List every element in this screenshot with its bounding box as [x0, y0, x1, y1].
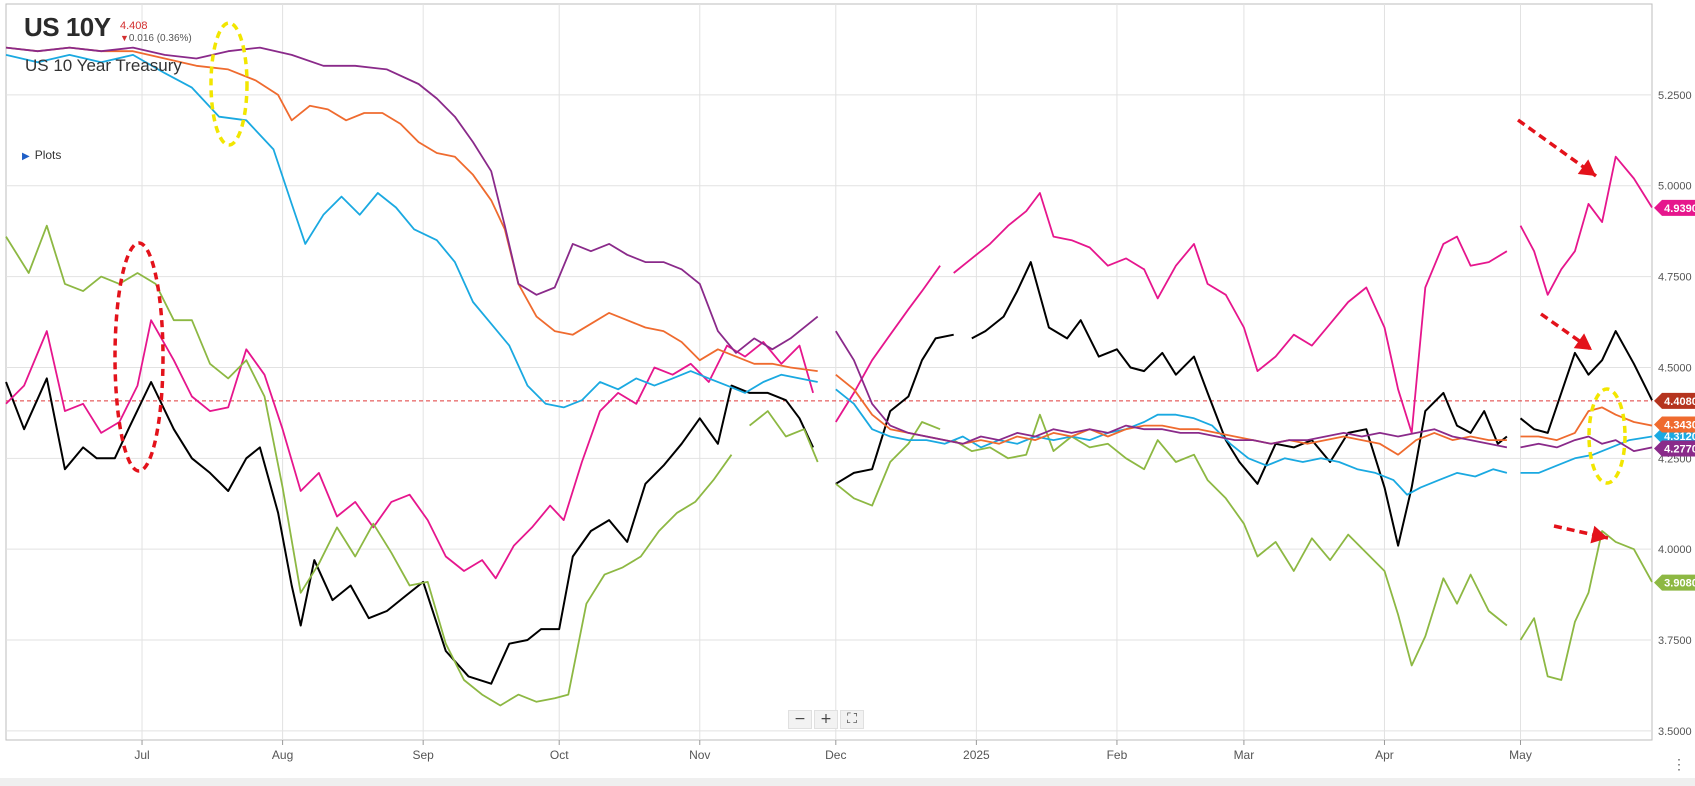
yellow-dashed-ellipse [209, 21, 249, 147]
series-line-13 [1519, 530, 1653, 681]
series-line-1 [5, 377, 815, 685]
price-tag-label: 4.3430 [1664, 420, 1695, 432]
series-line-5 [5, 319, 814, 580]
annotations [113, 21, 1627, 544]
x-tick-label: Oct [550, 748, 569, 762]
series-line-8 [1519, 155, 1653, 296]
y-tick-label: 3.7500 [1658, 635, 1692, 647]
price-tag-9 [1654, 574, 1695, 591]
expand-triangle-icon: ▶ [22, 151, 30, 162]
y-tick-label: 4.7500 [1658, 272, 1692, 284]
bottom-scroll-bar[interactable] [0, 778, 1695, 786]
red-arrowhead-icon [1590, 525, 1608, 544]
x-tick-label: 2025 [963, 748, 990, 762]
price-tag-label: 4.3120 [1664, 431, 1695, 443]
last-price-value: 4.408 [120, 20, 148, 32]
last-price: 4.408 [120, 20, 148, 32]
x-tick-label: Mar [1234, 748, 1255, 762]
more-options-icon[interactable]: ⋮ [1672, 756, 1686, 772]
price-tag-label: 4.9390 [1664, 203, 1695, 215]
series-line-7 [953, 192, 1508, 434]
price-tag-5 [1654, 199, 1695, 216]
plot-area [5, 3, 1653, 741]
y-tick-label: 4.0000 [1658, 544, 1692, 556]
series-line-11 [835, 421, 941, 507]
x-tick-label: Apr [1375, 748, 1394, 762]
red-dashed-ellipse [113, 241, 165, 473]
price-tag-17 [1654, 416, 1695, 433]
series-line-9 [5, 224, 733, 707]
series-line-21 [835, 330, 1508, 449]
series-line-22 [1520, 435, 1653, 452]
red-arrowhead-icon [1577, 159, 1596, 176]
series-line-4 [1519, 330, 1653, 434]
price-tag-label: 4.2770 [1664, 444, 1695, 456]
down-arrow-icon: ▼ [120, 33, 129, 43]
price-change: ▼0.016 (0.36%) [120, 33, 192, 44]
series-line-2 [835, 333, 954, 485]
x-tick-label: Nov [689, 748, 710, 762]
price-tag-label: 4.4080 [1664, 396, 1695, 408]
price-tag-20 [1654, 440, 1695, 457]
x-tick-label: Feb [1107, 748, 1128, 762]
zoom-in-button[interactable]: + [814, 710, 838, 729]
symbol-title: US 10Y [24, 12, 111, 42]
series-line-3 [971, 261, 1508, 547]
y-tick-label: 5.2500 [1658, 90, 1692, 102]
series-line-20 [5, 46, 819, 354]
red-dashed-arrow [1516, 118, 1598, 178]
red-arrowhead-icon [1573, 333, 1592, 350]
plots-label: Plots [34, 148, 62, 162]
plots-toggle[interactable]: ▶ Plots [22, 148, 61, 162]
x-tick-label: May [1509, 748, 1532, 762]
y-tick-label: 4.5000 [1658, 362, 1692, 374]
price-change-value: 0.016 (0.36%) [128, 33, 192, 44]
y-tick-label: 3.5000 [1658, 726, 1692, 738]
price-tag-1 [1654, 392, 1695, 409]
x-tick-label: Jul [134, 748, 149, 762]
zoom-controls: − + ⛶ [788, 710, 864, 729]
series-lines [5, 46, 1653, 707]
series-line-10 [749, 410, 819, 463]
series-line-19 [1520, 406, 1653, 441]
series-line-6 [835, 265, 941, 423]
price-tag-label: 3.9080 [1664, 578, 1695, 590]
instrument-name: US 10 Year Treasury [25, 56, 182, 75]
zoom-out-button[interactable]: − [788, 710, 812, 729]
y-tick-label: 5.0000 [1658, 181, 1692, 193]
series-line-14 [5, 54, 818, 409]
yellow-dashed-ellipse [1587, 387, 1627, 485]
fullscreen-button[interactable]: ⛶ [840, 710, 864, 729]
x-tick-label: Sep [412, 748, 434, 762]
series-line-12 [953, 413, 1508, 667]
x-tick-label: Aug [272, 748, 293, 762]
x-tick-label: Dec [825, 748, 846, 762]
